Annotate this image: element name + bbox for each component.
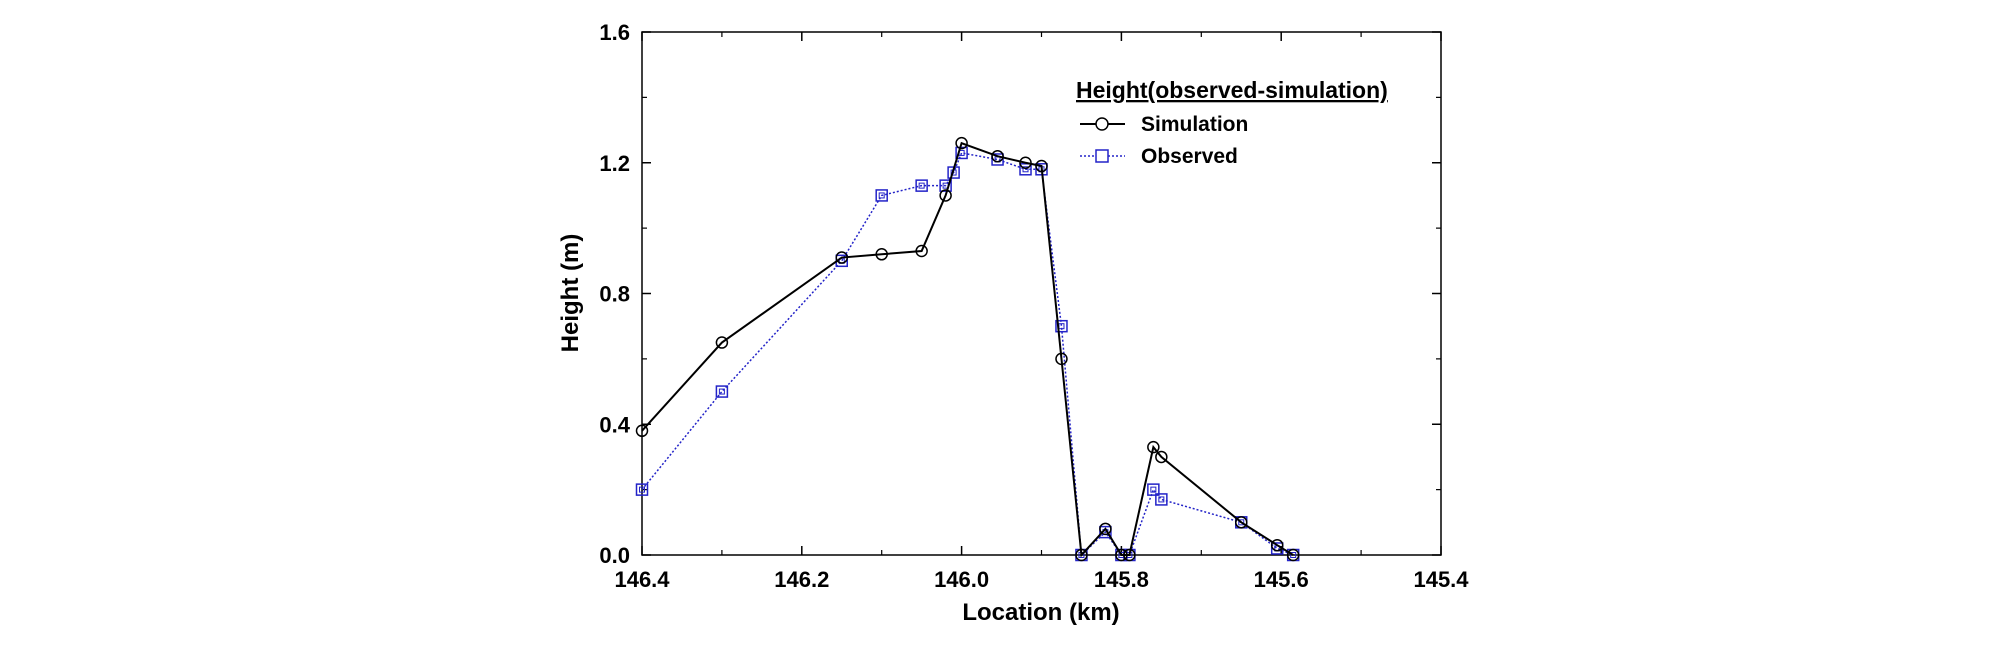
square-marker xyxy=(915,179,928,192)
square-marker-inner xyxy=(1150,486,1157,493)
square-marker-inner xyxy=(1158,496,1165,503)
square-marker-inner xyxy=(718,388,725,395)
legend-label-simulation: Simulation xyxy=(1141,113,1248,136)
data-point-simulation xyxy=(991,149,1004,163)
data-point-simulation xyxy=(1075,548,1088,562)
data-point-simulation xyxy=(1123,548,1136,562)
data-point-simulation xyxy=(875,248,888,261)
legend-title: Height(observed-simulation) xyxy=(1076,77,1388,103)
y-axis-title: Height (m) xyxy=(557,234,584,353)
square-marker xyxy=(1147,483,1160,496)
square-marker xyxy=(939,179,952,192)
square-marker-inner xyxy=(1238,519,1245,526)
data-point-simulation xyxy=(955,136,968,150)
x-tick-label: 146.0 xyxy=(934,567,989,592)
square-marker-inner xyxy=(1022,166,1029,173)
data-point-observed xyxy=(1155,493,1168,506)
legend-label-observed: Observed xyxy=(1141,145,1238,168)
data-point-simulation xyxy=(1235,516,1248,529)
data-point-simulation xyxy=(835,251,848,264)
x-tick-label: 145.6 xyxy=(1254,567,1309,592)
legend: Height(observed-simulation) Simulation O… xyxy=(1076,77,1388,168)
square-marker xyxy=(991,153,1004,166)
square-marker xyxy=(1099,525,1112,539)
square-marker xyxy=(1019,163,1032,176)
data-point-simulation xyxy=(1055,352,1068,366)
x-tick-label: 145.4 xyxy=(1413,567,1469,592)
data-point-observed xyxy=(1019,163,1032,176)
square-marker xyxy=(1055,319,1068,333)
legend-marker-simulation xyxy=(1095,117,1109,131)
square-marker xyxy=(715,385,729,398)
x-tick-label: 146.4 xyxy=(614,567,670,592)
data-point-simulation xyxy=(1019,156,1032,169)
square-marker xyxy=(1155,493,1168,506)
data-point-simulation xyxy=(1147,440,1160,454)
y-tick-label: 0.8 xyxy=(599,282,630,307)
y-axis: 0.0 0.4 0.8 1.2 1.6 xyxy=(599,20,1441,568)
series-layer xyxy=(635,136,1300,562)
square-marker-inner xyxy=(639,486,645,493)
data-point-simulation xyxy=(635,424,649,438)
data-point-simulation xyxy=(715,336,729,349)
data-point-simulation xyxy=(1099,522,1112,536)
y-tick-label: 0.4 xyxy=(599,412,630,437)
x-tick-label: 145.8 xyxy=(1094,567,1149,592)
square-marker-inner xyxy=(918,182,925,189)
square-marker-inner xyxy=(878,192,885,199)
square-marker xyxy=(875,189,888,202)
y-tick-label: 0.0 xyxy=(599,543,630,568)
y-tick-label: 1.2 xyxy=(599,151,630,176)
data-point-observed xyxy=(715,385,729,398)
data-point-simulation xyxy=(939,189,952,202)
legend-marker-observed xyxy=(1095,149,1109,163)
data-point-observed xyxy=(635,483,649,496)
data-point-simulation xyxy=(1286,548,1300,562)
data-point-simulation xyxy=(1270,538,1284,552)
series-line-simulation xyxy=(641,141,1294,558)
data-point-simulation xyxy=(915,244,928,258)
data-point-observed xyxy=(1147,483,1160,496)
x-tick-label: 146.2 xyxy=(774,567,829,592)
x-axis: 146.4 146.2 146.0 145.8 145.6 145.4 xyxy=(614,32,1469,592)
series-line-observed xyxy=(641,152,1294,557)
data-point-simulation xyxy=(1115,548,1128,562)
square-marker-inner xyxy=(1290,552,1297,558)
data-point-simulation xyxy=(1035,159,1048,173)
data-point-simulation xyxy=(1155,450,1168,464)
y-tick-label: 1.6 xyxy=(599,20,630,45)
plot-frame xyxy=(641,31,1442,556)
x-axis-title: Location (km) xyxy=(962,599,1119,626)
square-marker xyxy=(635,483,649,496)
data-point-observed xyxy=(915,179,928,192)
square-marker xyxy=(955,146,968,160)
data-point-observed xyxy=(875,189,888,202)
